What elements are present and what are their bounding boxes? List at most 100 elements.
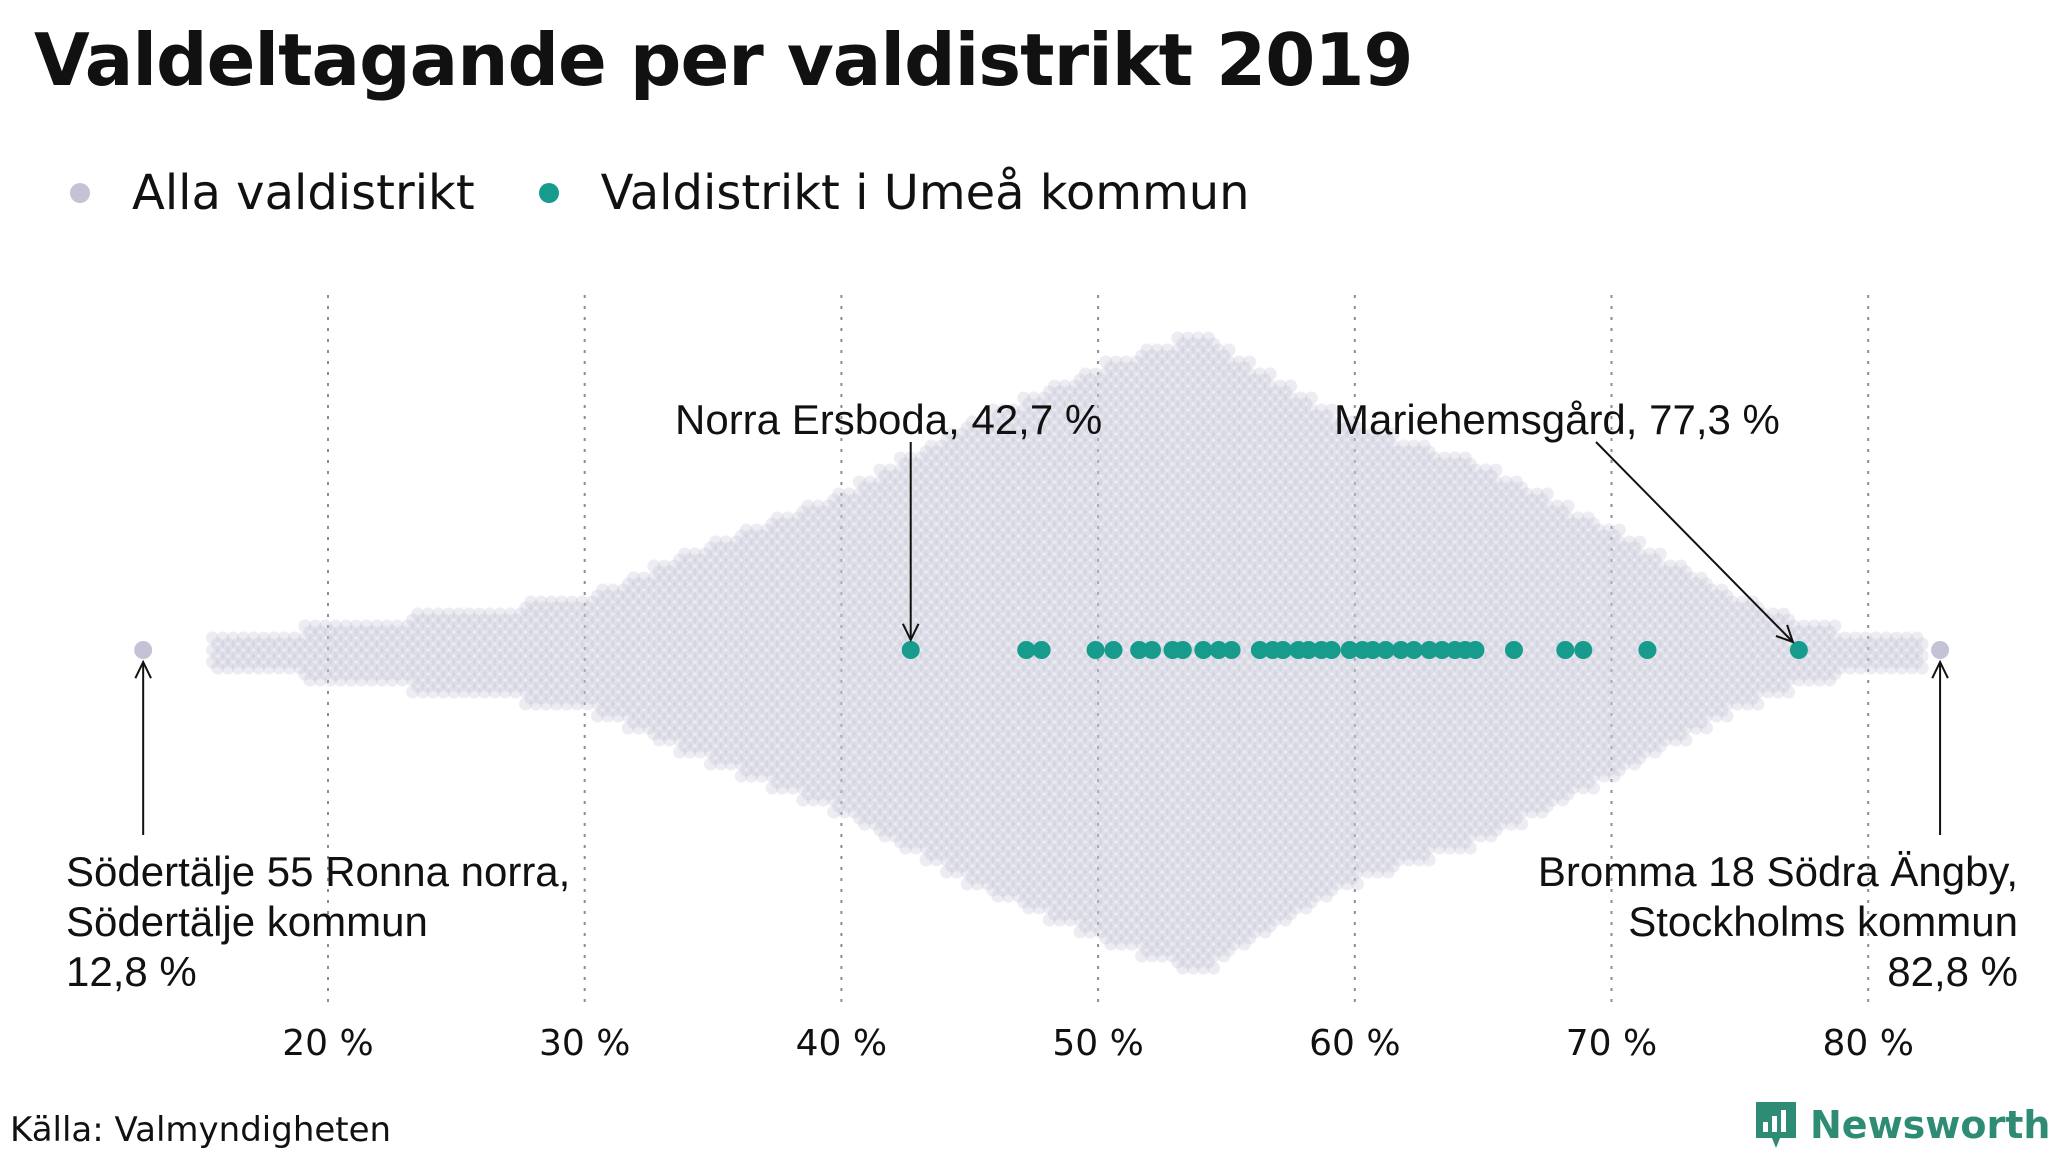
district-point xyxy=(811,571,825,585)
district-point xyxy=(550,613,563,627)
district-point xyxy=(370,619,384,633)
district-point xyxy=(760,679,774,693)
district-point xyxy=(858,805,871,819)
district-point xyxy=(678,679,692,693)
district-point xyxy=(822,571,836,585)
district-point xyxy=(241,637,255,651)
district-point xyxy=(673,673,687,687)
district-point xyxy=(632,589,646,603)
district-point xyxy=(662,709,676,723)
district-point xyxy=(852,799,866,813)
district-point xyxy=(765,625,779,639)
district-point xyxy=(832,523,846,537)
district-point xyxy=(755,709,769,723)
district-point xyxy=(683,553,697,567)
district-point xyxy=(693,649,707,663)
district-point xyxy=(837,685,851,699)
district-point xyxy=(709,703,723,717)
district-point xyxy=(873,823,887,837)
district-point xyxy=(791,679,805,693)
district-point xyxy=(544,679,558,693)
district-point xyxy=(616,583,630,597)
district-point xyxy=(560,649,574,663)
district-point xyxy=(657,571,671,585)
district-point xyxy=(734,553,748,567)
district-point xyxy=(452,631,466,645)
district-point xyxy=(529,661,543,675)
district-point xyxy=(390,667,404,681)
district-point xyxy=(642,721,656,735)
district-point xyxy=(852,559,866,573)
district-point xyxy=(806,601,820,615)
district-point xyxy=(508,637,522,651)
district-point xyxy=(565,655,579,669)
district-point xyxy=(442,619,456,633)
district-point xyxy=(647,607,661,621)
district-point xyxy=(642,637,656,651)
district-point xyxy=(729,571,743,585)
district-point xyxy=(365,637,379,651)
district-point xyxy=(842,535,856,549)
district-point xyxy=(478,661,492,675)
chart-title: Valdeltagande per valdistrikt 2019 xyxy=(34,18,1414,102)
district-point xyxy=(406,637,420,651)
district-point xyxy=(868,637,882,651)
district-point xyxy=(544,619,558,633)
district-point xyxy=(806,769,820,783)
district-point xyxy=(529,697,543,711)
district-point xyxy=(606,607,620,621)
district-point xyxy=(585,619,599,633)
district-point xyxy=(529,685,543,699)
district-point xyxy=(339,667,353,681)
district-point xyxy=(811,775,825,789)
district-point xyxy=(591,685,604,699)
district-point xyxy=(662,577,676,591)
district-point xyxy=(570,601,584,615)
district-point xyxy=(662,565,676,579)
district-point xyxy=(498,661,512,675)
district-point xyxy=(760,523,774,537)
district-point xyxy=(652,661,666,675)
district-point xyxy=(704,757,717,771)
district-point xyxy=(698,595,712,609)
district-point xyxy=(555,631,569,645)
district-point xyxy=(801,595,815,609)
district-point xyxy=(760,619,774,633)
legend-item-all: Alla valdistrikt xyxy=(70,165,475,221)
district-point xyxy=(693,577,707,591)
district-point xyxy=(816,745,830,759)
district-point xyxy=(508,625,522,639)
district-point xyxy=(822,535,836,549)
district-point xyxy=(349,643,363,657)
district-point xyxy=(816,709,830,723)
district-point xyxy=(426,685,440,699)
district-point xyxy=(863,595,877,609)
district-point xyxy=(539,601,553,615)
district-point xyxy=(488,685,502,699)
district-point xyxy=(406,613,420,627)
district-point xyxy=(847,661,861,675)
district-point xyxy=(673,553,687,567)
district-point xyxy=(734,589,748,603)
district-point xyxy=(724,661,738,675)
district-point xyxy=(775,757,789,771)
district-point xyxy=(637,667,651,681)
district-point xyxy=(724,697,738,711)
district-point xyxy=(724,601,738,615)
district-point xyxy=(565,643,579,657)
district-point xyxy=(283,637,296,651)
district-point xyxy=(206,631,219,645)
district-point xyxy=(395,673,409,687)
district-point xyxy=(729,535,743,549)
district-point xyxy=(591,709,604,723)
district-point xyxy=(709,643,723,657)
district-point xyxy=(827,553,841,567)
district-point xyxy=(816,673,830,687)
district-point xyxy=(873,523,887,537)
district-point xyxy=(693,709,707,723)
district-point xyxy=(288,655,302,669)
district-point xyxy=(750,571,764,585)
district-point xyxy=(457,673,471,687)
district-point xyxy=(863,571,877,585)
district-point xyxy=(873,739,887,753)
